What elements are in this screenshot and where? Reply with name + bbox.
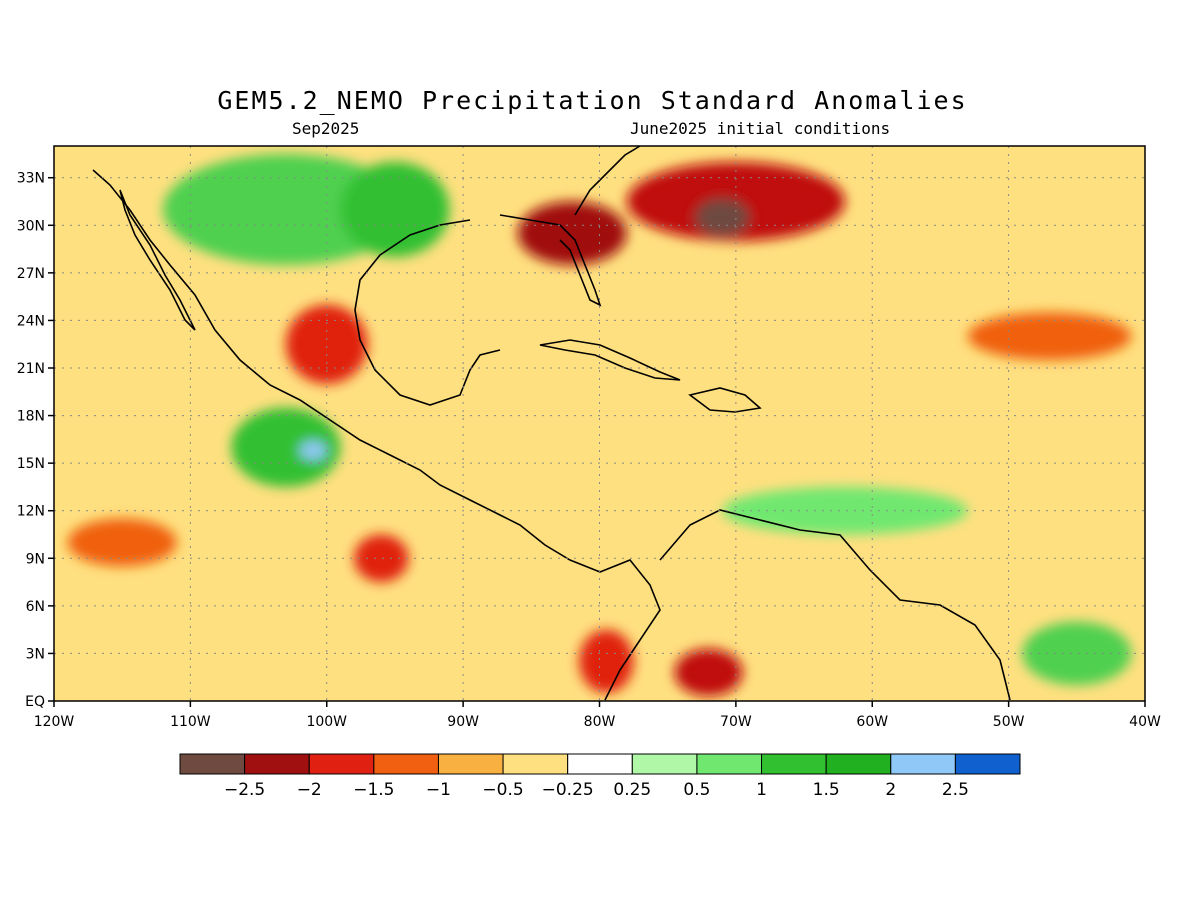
anomaly-wet-atlantic-spot xyxy=(1022,621,1132,686)
anomaly-dry-atlantic-east xyxy=(967,312,1132,361)
anomaly-dry-atlantic-core xyxy=(694,198,750,237)
coastline-us-east xyxy=(574,146,641,216)
lat-tick-label: 3N xyxy=(26,646,45,662)
coastline-baja xyxy=(119,189,196,331)
lat-tick-label: 12N xyxy=(17,504,45,520)
colorbar-label: 1 xyxy=(756,780,767,800)
coastline-cuba xyxy=(539,339,681,381)
graticule xyxy=(54,146,1145,701)
lon-tick-label: 60W xyxy=(856,714,888,730)
colorbar-label: 2 xyxy=(885,780,896,800)
initial-conditions: June2025 initial conditions xyxy=(630,119,891,138)
anomaly-dry-florida xyxy=(517,201,627,265)
valid-month: Sep2025 xyxy=(292,119,360,138)
anomaly-field xyxy=(54,146,1145,701)
anomaly-dry-pacific-west xyxy=(67,518,177,567)
coastline-gulf xyxy=(354,219,501,406)
colorbar-swatch xyxy=(825,753,892,775)
colorbar-label: 2.5 xyxy=(942,780,969,800)
lat-tick-label: 24N xyxy=(17,313,45,329)
map-title: GEM5.2_NEMO Precipitation Standard Anoma… xyxy=(217,86,968,115)
lat-tick-label: 33N xyxy=(17,171,45,187)
anomaly-wet-spot-mexico xyxy=(299,440,327,460)
anomaly-dry-gulf-mexico xyxy=(285,304,368,384)
axes: 120W 110W 100W 90W 80W 70W 60W 50W 40W EQ 3N 6N 9N 12… xyxy=(17,171,1161,730)
coastline-florida xyxy=(499,214,602,307)
coastlines xyxy=(92,146,1011,701)
colorbar-label: −2.5 xyxy=(224,780,265,800)
colorbar-label: −0.25 xyxy=(542,780,594,800)
colorbar-swatch xyxy=(244,753,310,775)
coastline-mexico-west xyxy=(92,169,661,701)
lon-tick-label: 70W xyxy=(720,714,752,730)
colorbar: −2.5 −2 −1.5 −1 −0.5 −0.25 0.25 0.5 1 1.5 2 2.5 xyxy=(179,753,1021,800)
lon-tick-label: 40W xyxy=(1129,714,1161,730)
colorbar-label: 0.5 xyxy=(683,780,710,800)
colorbar-label: −2 xyxy=(297,780,322,800)
anomaly-wet-southern-mexico xyxy=(231,407,341,487)
lon-tick-label: 110W xyxy=(170,714,211,730)
colorbar-swatch xyxy=(308,753,375,775)
lat-tick-label: 18N xyxy=(17,409,45,425)
colorbar-swatch xyxy=(761,753,827,775)
anomaly-wet-texas xyxy=(340,161,450,257)
colorbar-label: −1 xyxy=(426,780,451,800)
lon-tick-label: 80W xyxy=(584,714,616,730)
lon-tick-label: 50W xyxy=(993,714,1025,730)
colorbar-swatch xyxy=(373,753,439,775)
lat-tick-label: 30N xyxy=(17,218,45,234)
colorbar-label: −0.5 xyxy=(482,780,523,800)
colorbar-label: −1.5 xyxy=(353,780,394,800)
anomaly-wet-northern-mexico xyxy=(163,153,409,265)
colorbar-swatch xyxy=(696,753,763,775)
anomaly-dry-panama xyxy=(579,629,634,694)
lat-tick-label: 9N xyxy=(26,551,45,567)
anomaly-dry-east-pacific xyxy=(354,534,409,583)
lat-tick-label: EQ xyxy=(25,694,45,710)
anomaly-dry-colombia xyxy=(674,648,743,697)
lon-tick-label: 100W xyxy=(306,714,347,730)
lon-tick-label: 90W xyxy=(447,714,479,730)
coastline-hispaniola xyxy=(688,387,762,413)
lat-tick-label: 21N xyxy=(17,361,45,377)
colorbar-swatch xyxy=(890,753,956,775)
lat-tick-label: 27N xyxy=(17,266,45,282)
colorbar-label: 1.5 xyxy=(813,780,840,800)
colorbar-swatch xyxy=(954,753,1021,775)
colorbar-swatch xyxy=(502,753,569,775)
colorbar-swatch xyxy=(437,753,504,775)
coastline-south-america xyxy=(659,509,1011,701)
lon-tick-label: 120W xyxy=(34,714,75,730)
colorbar-swatch xyxy=(179,753,246,775)
colorbar-swatch xyxy=(567,753,633,775)
colorbar-label: 0.25 xyxy=(613,780,651,800)
colorbar-swatch xyxy=(631,753,698,775)
lat-tick-label: 15N xyxy=(17,456,45,472)
anomaly-wet-caribbean-band xyxy=(722,486,968,535)
lat-tick-label: 6N xyxy=(26,599,45,615)
